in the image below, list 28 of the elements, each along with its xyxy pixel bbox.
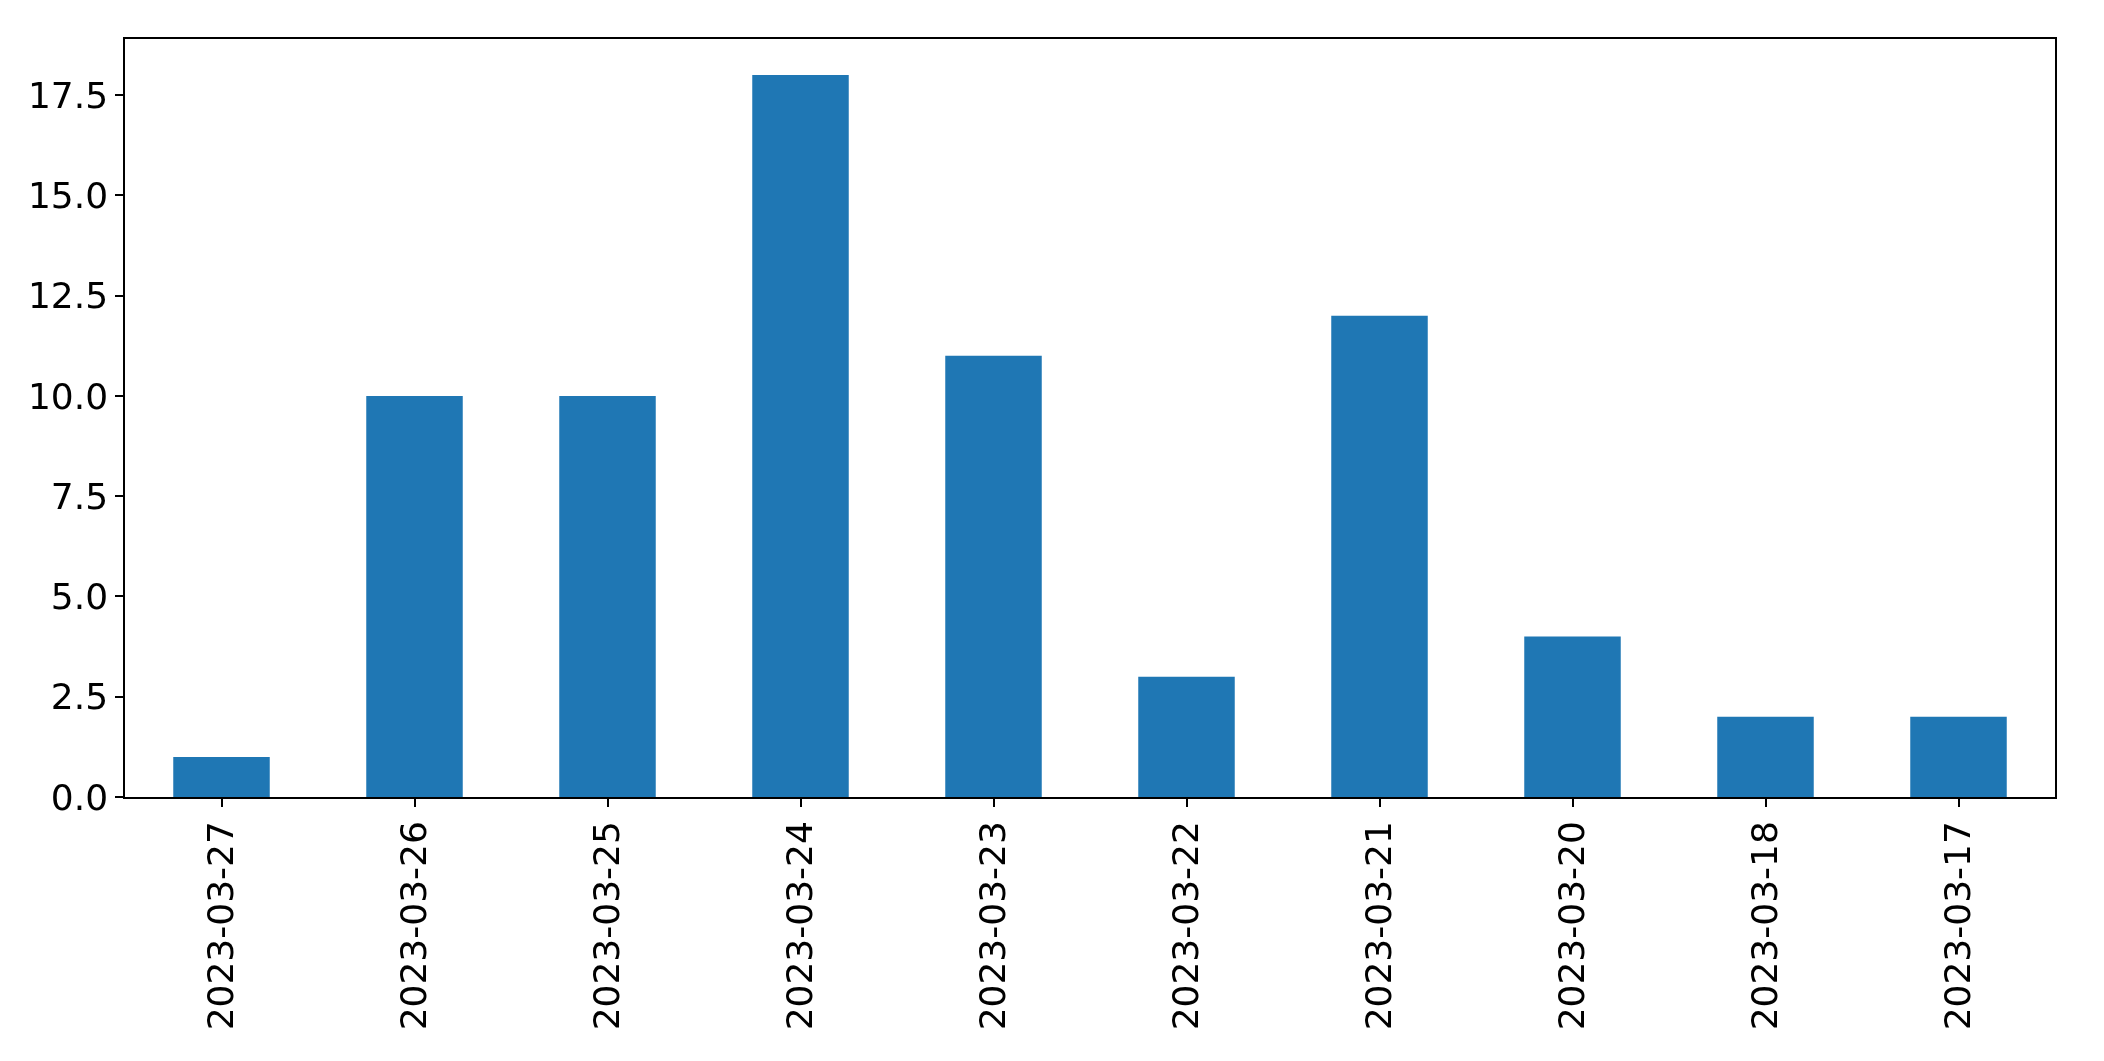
x-tick-label: 2023-03-18 bbox=[1744, 821, 1786, 1031]
x-tick-label: 2023-03-26 bbox=[393, 821, 435, 1031]
bar bbox=[1331, 315, 1428, 797]
x-tick-label: 2023-03-23 bbox=[972, 821, 1014, 1031]
y-tick-label: 7.5 bbox=[50, 475, 109, 517]
bar bbox=[1524, 636, 1621, 797]
y-tick-label: 2.5 bbox=[50, 676, 109, 718]
x-tick-label: 2023-03-21 bbox=[1358, 821, 1400, 1031]
x-tick-label: 2023-03-17 bbox=[1937, 821, 1979, 1031]
bar bbox=[173, 756, 270, 797]
y-tick-label: 12.5 bbox=[27, 275, 109, 317]
x-tick-label: 2023-03-24 bbox=[779, 821, 821, 1031]
y-tick-label: 15.0 bbox=[27, 175, 109, 217]
y-tick-label: 0.0 bbox=[50, 776, 109, 818]
bar bbox=[1138, 676, 1235, 797]
x-tick-label: 2023-03-25 bbox=[586, 821, 628, 1031]
y-tick-label: 5.0 bbox=[50, 576, 109, 618]
bar bbox=[1717, 716, 1814, 797]
bar bbox=[752, 75, 849, 797]
bar bbox=[945, 355, 1042, 797]
y-tick-label: 17.5 bbox=[27, 74, 109, 116]
x-tick-label: 2023-03-22 bbox=[1165, 821, 1207, 1031]
x-tick-label: 2023-03-20 bbox=[1551, 821, 1593, 1031]
x-tick-label: 2023-03-27 bbox=[200, 821, 242, 1031]
bar bbox=[559, 395, 656, 797]
y-tick-label: 10.0 bbox=[27, 375, 109, 417]
bar bbox=[1910, 716, 2007, 797]
bar bbox=[366, 395, 463, 797]
